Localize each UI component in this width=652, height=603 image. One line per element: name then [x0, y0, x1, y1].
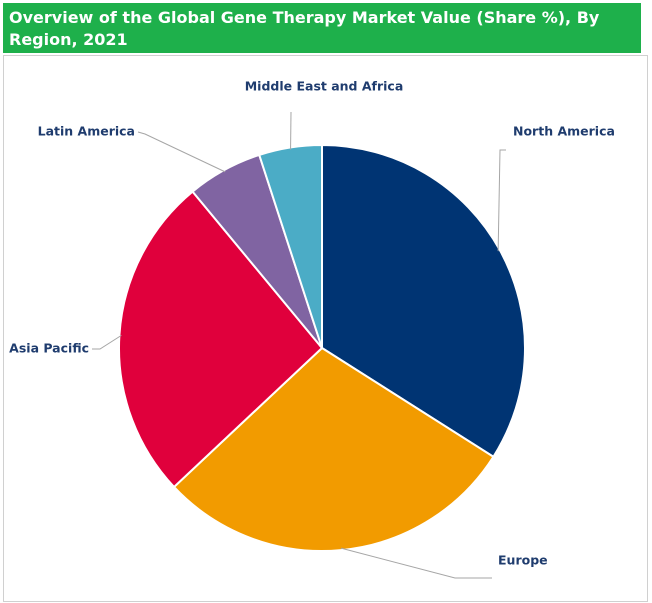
slice-label: North America [513, 124, 615, 139]
leader-line [340, 547, 492, 579]
leader-line [497, 149, 506, 252]
slice-label: Europe [498, 553, 548, 568]
slice-label: Asia Pacific [9, 341, 89, 356]
leader-line [137, 131, 226, 173]
pie-slice [118, 190, 324, 489]
slice-label: Latin America [38, 124, 135, 139]
chart-border [3, 55, 648, 602]
slice-label: Middle East and Africa [245, 79, 404, 94]
leader-line [92, 334, 122, 350]
chart-title: Overview of the Global Gene Therapy Mark… [3, 3, 641, 53]
pie-slice [172, 346, 495, 552]
pie-slice [321, 143, 526, 459]
